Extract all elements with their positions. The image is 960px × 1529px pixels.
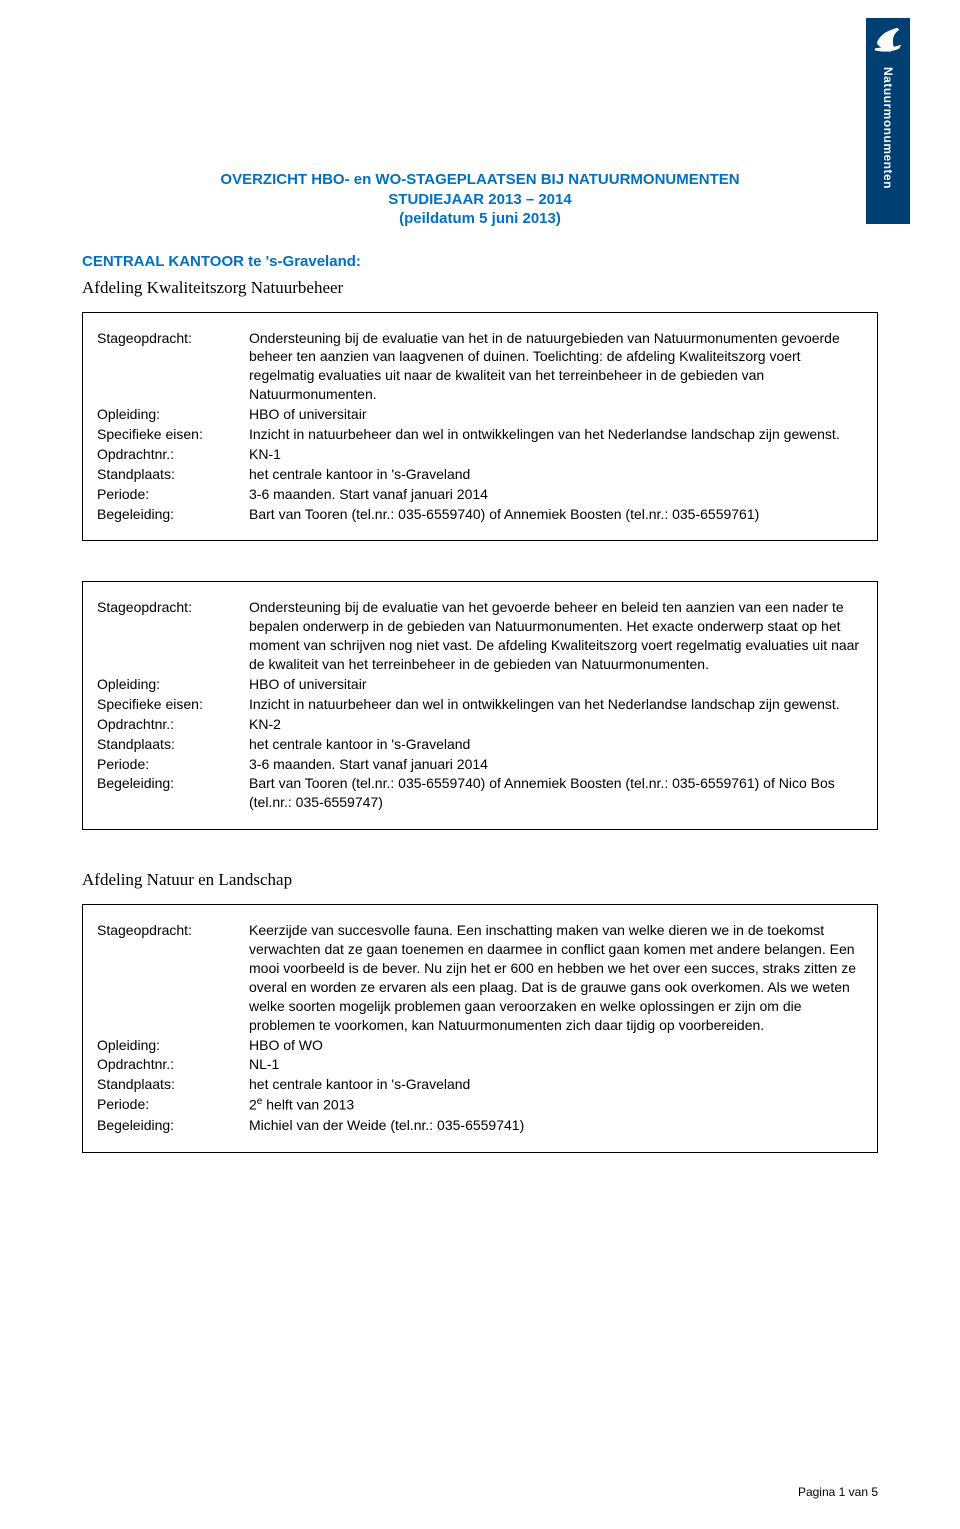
logo-vertical-text: Natuurmonumenten xyxy=(881,67,895,189)
section-heading: CENTRAAL KANTOOR te 's-Graveland: xyxy=(82,253,878,270)
value-periode: 3-6 maanden. Start vanaf januari 2014 xyxy=(249,485,863,504)
label-periode: Periode: xyxy=(97,485,249,504)
value-opleiding: HBO of universitair xyxy=(249,405,863,424)
label-opleiding: Opleiding: xyxy=(97,675,249,694)
label-stageopdracht: Stageopdracht: xyxy=(97,598,249,617)
dept-heading-1: Afdeling Kwaliteitszorg Natuurbeheer xyxy=(82,278,878,298)
label-begeleiding: Begeleiding: xyxy=(97,774,249,793)
value-opleiding: HBO of WO xyxy=(249,1036,863,1055)
label-periode: Periode: xyxy=(97,755,249,774)
value-periode: 2e helft van 2013 xyxy=(249,1095,863,1115)
label-opdrachtnr: Opdrachtnr.: xyxy=(97,1055,249,1074)
label-begeleiding: Begeleiding: xyxy=(97,505,249,524)
value-stageopdracht: Ondersteuning bij de evaluatie van het i… xyxy=(249,329,863,405)
value-begeleiding: Bart van Tooren (tel.nr.: 035-6559740) o… xyxy=(249,505,863,524)
value-specifieke-eisen: Inzicht in natuurbeheer dan wel in ontwi… xyxy=(249,425,863,444)
assignment-box-3: Stageopdracht: Keerzijde van succesvolle… xyxy=(82,904,878,1152)
label-begeleiding: Begeleiding: xyxy=(97,1116,249,1135)
value-standplaats: het centrale kantoor in 's-Graveland xyxy=(249,465,863,484)
label-opdrachtnr: Opdrachtnr.: xyxy=(97,715,249,734)
doc-title-line2: STUDIEJAAR 2013 – 2014 xyxy=(82,190,878,210)
label-stageopdracht: Stageopdracht: xyxy=(97,329,249,348)
value-begeleiding: Bart van Tooren (tel.nr.: 035-6559740) o… xyxy=(249,774,863,812)
label-opleiding: Opleiding: xyxy=(97,405,249,424)
label-standplaats: Standplaats: xyxy=(97,465,249,484)
assignment-box-2: Stageopdracht: Ondersteuning bij de eval… xyxy=(82,581,878,830)
value-specifieke-eisen: Inzicht in natuurbeheer dan wel in ontwi… xyxy=(249,695,863,714)
label-specifieke-eisen: Specifieke eisen: xyxy=(97,695,249,714)
page-footer: Pagina 1 van 5 xyxy=(798,1485,878,1499)
dept-heading-2: Afdeling Natuur en Landschap xyxy=(82,870,878,890)
value-opdrachtnr: KN-2 xyxy=(249,715,863,734)
doc-title-line3: (peildatum 5 juni 2013) xyxy=(82,209,878,229)
label-opleiding: Opleiding: xyxy=(97,1036,249,1055)
value-opdrachtnr: KN-1 xyxy=(249,445,863,464)
label-standplaats: Standplaats: xyxy=(97,735,249,754)
doc-title-line1: OVERZICHT HBO- en WO-STAGEPLAATSEN BIJ N… xyxy=(82,170,878,190)
value-begeleiding: Michiel van der Weide (tel.nr.: 035-6559… xyxy=(249,1116,863,1135)
title-block: OVERZICHT HBO- en WO-STAGEPLAATSEN BIJ N… xyxy=(82,170,878,229)
logo-block: Natuurmonumenten xyxy=(866,18,910,224)
assignment-box-1: Stageopdracht: Ondersteuning bij de eval… xyxy=(82,312,878,542)
bird-icon xyxy=(873,24,903,61)
value-standplaats: het centrale kantoor in 's-Graveland xyxy=(249,735,863,754)
label-stageopdracht: Stageopdracht: xyxy=(97,921,249,940)
label-standplaats: Standplaats: xyxy=(97,1075,249,1094)
value-stageopdracht: Keerzijde van succesvolle fauna. Een ins… xyxy=(249,921,863,1034)
value-standplaats: het centrale kantoor in 's-Graveland xyxy=(249,1075,863,1094)
value-stageopdracht: Ondersteuning bij de evaluatie van het g… xyxy=(249,598,863,674)
label-opdrachtnr: Opdrachtnr.: xyxy=(97,445,249,464)
value-periode: 3-6 maanden. Start vanaf januari 2014 xyxy=(249,755,863,774)
label-periode: Periode: xyxy=(97,1095,249,1114)
label-specifieke-eisen: Specifieke eisen: xyxy=(97,425,249,444)
value-opdrachtnr: NL-1 xyxy=(249,1055,863,1074)
value-opleiding: HBO of universitair xyxy=(249,675,863,694)
